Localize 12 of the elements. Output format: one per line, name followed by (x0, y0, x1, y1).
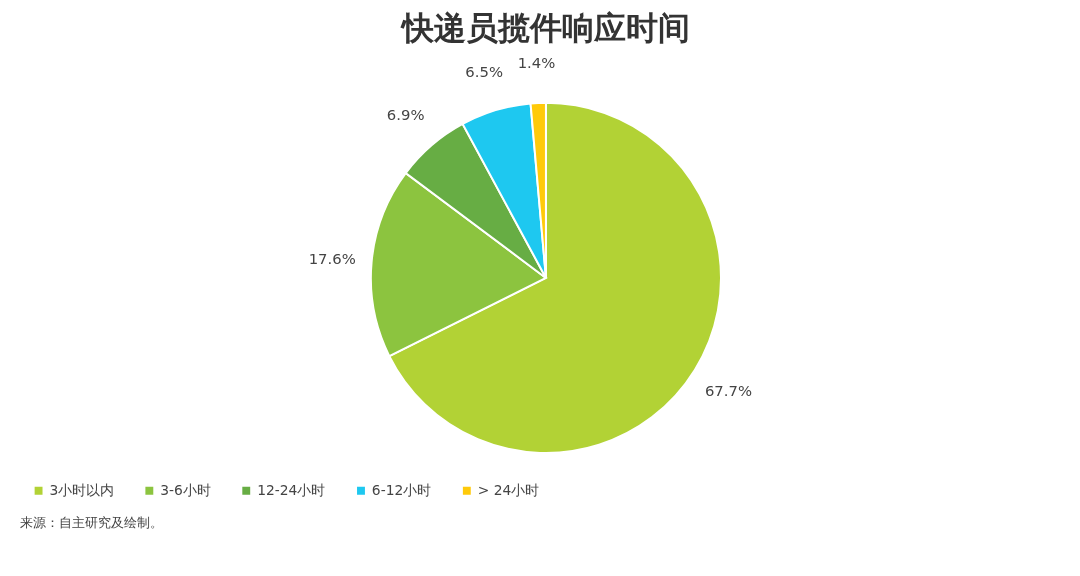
legend-label: 3小时以内 (49, 481, 115, 498)
data-label: 17.6% (308, 249, 356, 267)
data-label: 67.7% (704, 381, 753, 399)
chart-title: 快递员揽件响应时间 (399, 9, 690, 46)
legend-label: 3-6小时 (160, 481, 211, 498)
data-label: 1.4% (517, 54, 556, 72)
data-label: 6.5% (465, 63, 504, 81)
legend-label: > 24小时 (477, 481, 540, 498)
data-label: 6.9% (386, 106, 425, 124)
legend-label: 6-12小时 (371, 481, 432, 498)
source-note: 来源：自主研究及绘制。 (19, 515, 163, 531)
legend-label: 12-24小时 (257, 481, 326, 498)
